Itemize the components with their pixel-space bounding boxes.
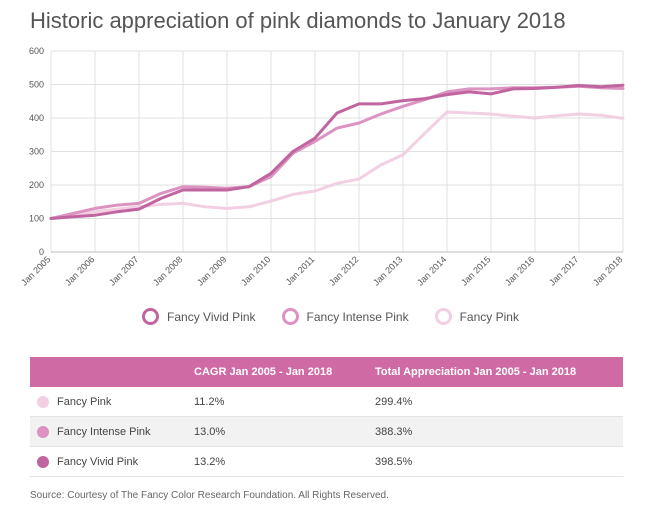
legend-swatch-circle-icon (142, 308, 160, 325)
x-tick-label: Jan 2007 (107, 254, 140, 287)
line-chart: 0 100 200 300 400 500 600 Jan 2005 Jan 2006 Jan 2… (19, 46, 625, 288)
y-tick-label: 200 (29, 180, 44, 190)
legend-label: Fancy Intense Pink (306, 309, 409, 324)
y-tick-label: 0 (39, 247, 44, 257)
x-tick-label: Jan 2006 (63, 254, 96, 287)
chart-title: Historic appreciation of pink diamonds t… (30, 8, 566, 33)
x-tick-label: Jan 2013 (371, 254, 404, 287)
row-name: Fancy Intense Pink (57, 425, 151, 438)
table-cell-name: Fancy Vivid Pink (30, 446, 194, 477)
legend-item[interactable]: Fancy Pink (434, 308, 519, 325)
x-tick-label: Jan 2008 (151, 254, 184, 287)
series-line-1 (49, 83, 625, 220)
x-tick-label: Jan 2015 (459, 254, 492, 287)
y-tick-label: 400 (29, 113, 44, 123)
x-tick-label: Jan 2018 (591, 254, 624, 287)
chart-legend: Fancy Vivid Pink Fancy Intense Pink Fanc… (0, 308, 661, 325)
x-tick-label: Jan 2014 (415, 254, 448, 287)
legend-item[interactable]: Fancy Vivid Pink (142, 308, 256, 325)
series-line-2 (49, 84, 625, 220)
table-cell-total: 299.4% (375, 387, 623, 417)
x-tick-label: Jan 2010 (239, 254, 272, 287)
y-tick-label: 100 (29, 214, 44, 224)
circle-icon (37, 395, 49, 408)
row-name: Fancy Vivid Pink (57, 455, 139, 468)
legend-swatch-circle-icon (434, 308, 452, 325)
x-tick-label: Jan 2016 (503, 254, 536, 287)
legend-swatch-circle-icon (281, 308, 299, 325)
circle-icon (37, 425, 49, 438)
table-cell-cagr: 11.2% (194, 387, 375, 417)
y-tick-label: 600 (29, 46, 44, 56)
table-row: Fancy Vivid Pink 13.2% 398.5% (30, 446, 623, 477)
table-cell-total: 398.5% (375, 446, 623, 477)
table-cell-cagr: 13.0% (194, 416, 375, 447)
legend-label: Fancy Pink (459, 309, 519, 324)
circle-icon (37, 455, 49, 468)
x-tick-label: Jan 2017 (547, 254, 580, 287)
table-header-row: CAGR Jan 2005 - Jan 2018 Total Appreciat… (30, 357, 623, 387)
table-cell-name: Fancy Intense Pink (30, 416, 194, 447)
table-row: Fancy Pink 11.2% 299.4% (30, 387, 623, 417)
source-note: Source: Courtesy of The Fancy Color Rese… (30, 490, 389, 501)
appreciation-table: CAGR Jan 2005 - Jan 2018 Total Appreciat… (30, 357, 623, 477)
x-tick-label: Jan 2009 (195, 254, 228, 287)
table-cell-name: Fancy Pink (30, 387, 194, 417)
table-header-cell: CAGR Jan 2005 - Jan 2018 (194, 357, 375, 387)
y-tick-label: 500 (29, 80, 44, 90)
y-tick-label: 300 (29, 147, 44, 157)
table-cell-cagr: 13.2% (194, 446, 375, 477)
row-name: Fancy Pink (57, 395, 112, 408)
legend-label: Fancy Vivid Pink (167, 309, 256, 324)
table-row: Fancy Intense Pink 13.0% 388.3% (30, 416, 623, 447)
table-header-cell: Total Appreciation Jan 2005 - Jan 2018 (375, 357, 623, 387)
x-tick-label: Jan 2005 (19, 254, 52, 287)
x-tick-label: Jan 2012 (327, 254, 360, 287)
table-cell-total: 388.3% (375, 416, 623, 447)
x-tick-label: Jan 2011 (284, 254, 317, 287)
legend-item[interactable]: Fancy Intense Pink (281, 308, 409, 325)
table-header-cell (30, 357, 194, 387)
